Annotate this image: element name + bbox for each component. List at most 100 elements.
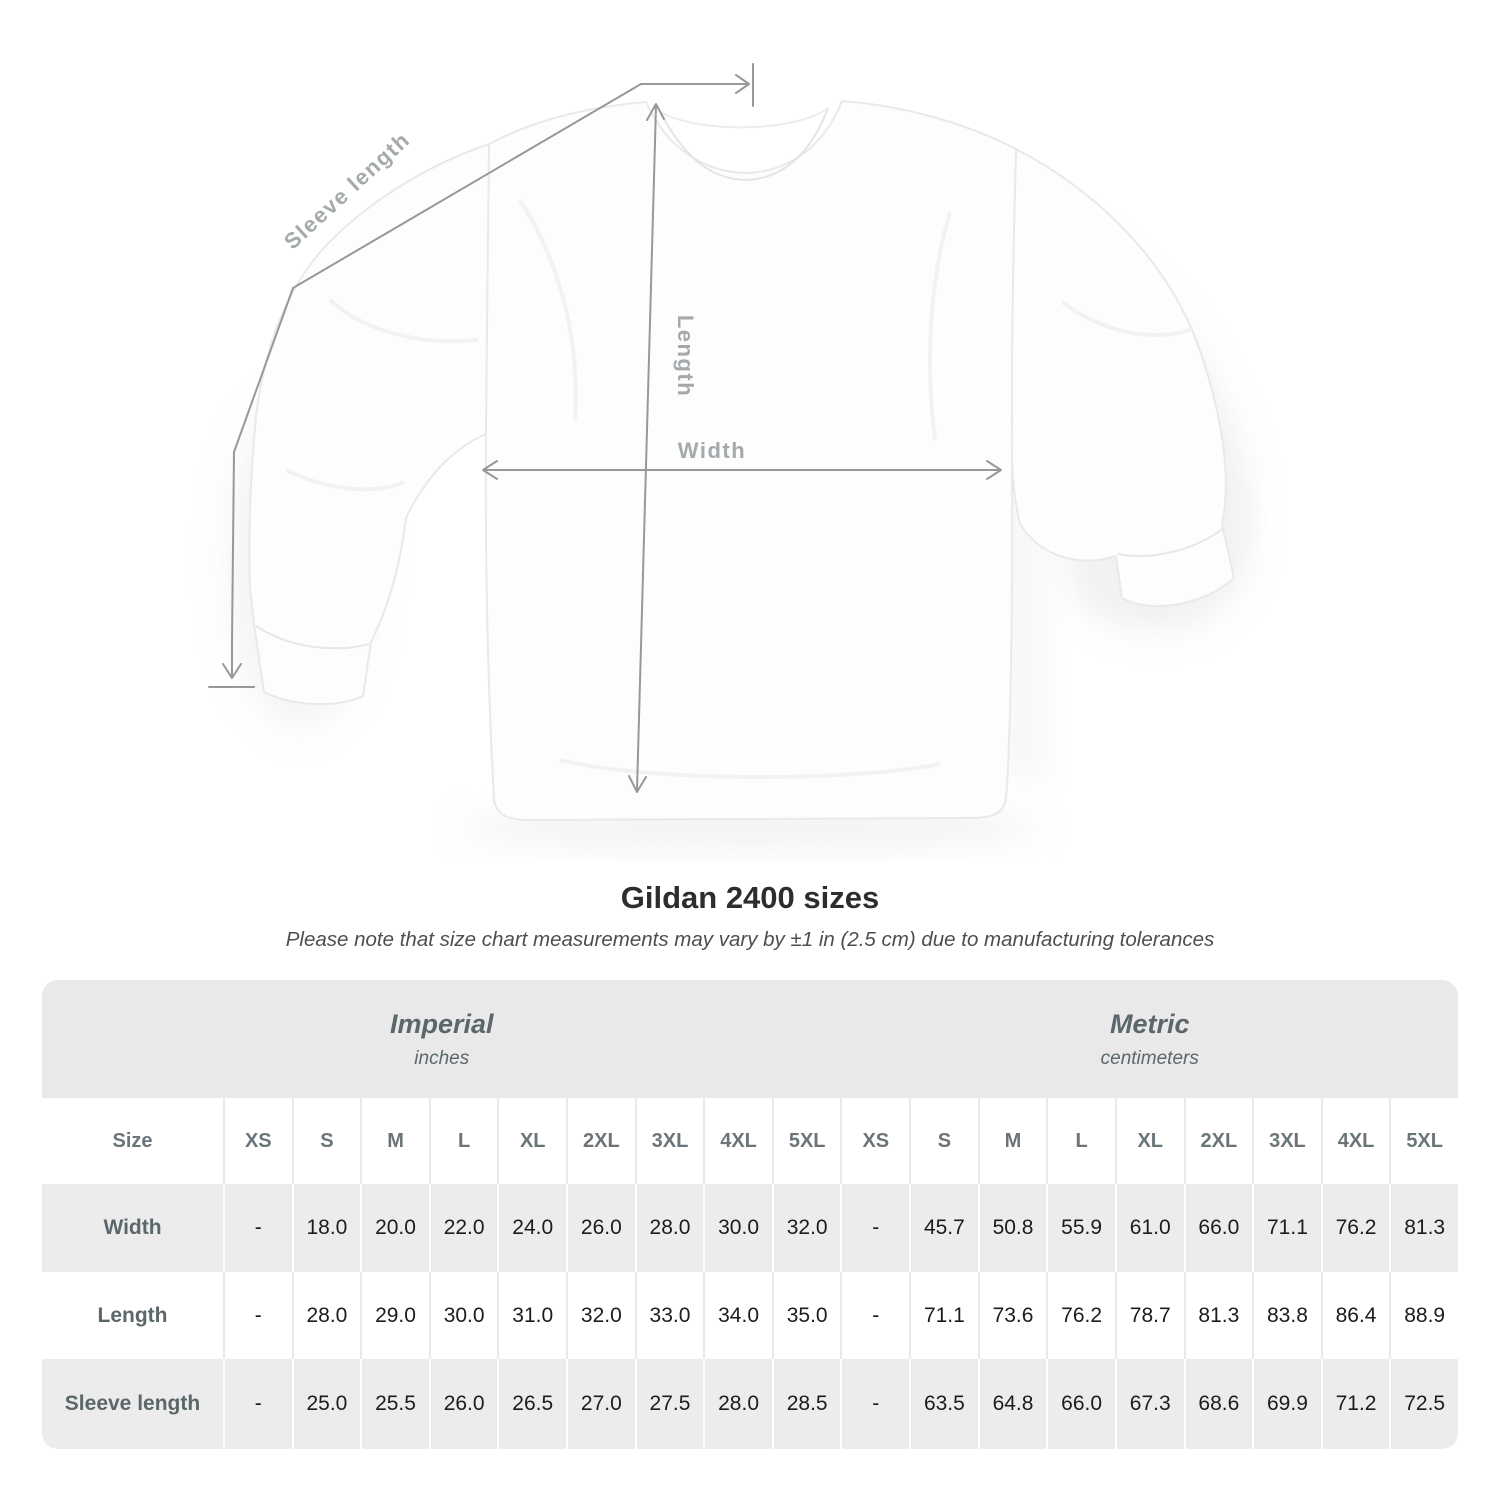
- length-arrow: [628, 103, 665, 793]
- size-col-header: 3XL: [634, 1098, 704, 1184]
- size-col-header: 4XL: [703, 1098, 772, 1184]
- table-cell: 28.5: [771, 1359, 841, 1449]
- table-cell: -: [840, 1184, 909, 1272]
- table-cell: 45.7: [909, 1184, 978, 1272]
- size-col-header: XS: [223, 1098, 292, 1184]
- table-cell: 61.0: [1114, 1184, 1184, 1272]
- table-cell: 25.5: [360, 1359, 429, 1449]
- table-cell: 83.8: [1252, 1272, 1321, 1359]
- imperial-unit: inches: [414, 1047, 470, 1069]
- width-arrow: [482, 460, 1002, 480]
- table-cell: 26.0: [566, 1184, 635, 1272]
- size-col-header: M: [360, 1098, 429, 1184]
- imperial-header: Imperial inches: [42, 980, 842, 1098]
- shirt-right-sleeve: [1010, 148, 1235, 608]
- size-col-header: 5XL: [771, 1098, 841, 1184]
- shirt-measurement-diagram: Sleeve length Length Width: [208, 63, 1253, 848]
- table-cell: 24.0: [497, 1184, 566, 1272]
- table-cell: 68.6: [1183, 1359, 1253, 1449]
- size-header-label: Size: [112, 1129, 153, 1152]
- measurement-arrows: [208, 63, 1002, 793]
- table-cell: 64.8: [977, 1359, 1047, 1449]
- size-header-row: Size XS S M L XL 2XL 3XL 4XL 5XL XS S M …: [42, 1098, 1458, 1184]
- size-col-header: XL: [497, 1098, 566, 1184]
- shirt-illustration: Sleeve length Length Width: [208, 63, 1253, 848]
- shirt-right-cuff-seam: [1117, 527, 1225, 557]
- shirt-wrinkles: [285, 198, 1191, 780]
- table-cell: 76.2: [1046, 1272, 1115, 1359]
- table-cell: 71.1: [1252, 1184, 1321, 1272]
- table-cell: 63.5: [909, 1359, 978, 1449]
- table-cell: 28.0: [703, 1359, 772, 1449]
- table-cell: -: [840, 1272, 909, 1359]
- table-cell: 76.2: [1320, 1184, 1390, 1272]
- size-col-header: S: [909, 1098, 978, 1184]
- table-cell: 50.8: [977, 1184, 1047, 1272]
- size-col-header: XL: [1114, 1098, 1184, 1184]
- size-col-header: L: [1046, 1098, 1115, 1184]
- table-cell: 31.0: [497, 1272, 566, 1359]
- table-cell: 18.0: [291, 1184, 361, 1272]
- table-cell: 30.0: [428, 1272, 498, 1359]
- table-cell: 28.0: [634, 1184, 704, 1272]
- table-cell: -: [223, 1184, 292, 1272]
- table-cell: 72.5: [1389, 1359, 1458, 1449]
- size-col-header: 2XL: [1183, 1098, 1253, 1184]
- table-cell: 26.0: [428, 1359, 498, 1449]
- row-label: Sleeve length: [64, 1392, 201, 1415]
- table-cell: 34.0: [703, 1272, 772, 1359]
- shirt-body-group: [248, 100, 1235, 821]
- shirt-collar: [659, 107, 829, 181]
- page-subtitle: Please note that size chart measurements…: [285, 928, 1215, 951]
- table-cell: -: [223, 1272, 292, 1359]
- table-cell: 71.2: [1320, 1359, 1390, 1449]
- table-cell: 25.0: [291, 1359, 361, 1449]
- table-cell: 32.0: [566, 1272, 635, 1359]
- page-title: Gildan 2400 sizes: [620, 880, 880, 915]
- unit-header-band: Imperial inches Metric centimeters: [42, 980, 1458, 1098]
- table-row-sleeve-length: Sleeve length - 25.0 25.5 26.0 26.5 27.0…: [42, 1359, 1458, 1449]
- size-col-header: 3XL: [1252, 1098, 1321, 1184]
- size-table: Imperial inches Metric centimeters Size …: [42, 980, 1458, 1449]
- metric-unit: centimeters: [1100, 1047, 1199, 1069]
- table-cell: 71.1: [909, 1272, 978, 1359]
- table-cell: 78.7: [1114, 1272, 1184, 1359]
- table-cell: 66.0: [1046, 1359, 1115, 1449]
- table-cell: 66.0: [1183, 1184, 1253, 1272]
- shirt-left-cuff-seam: [255, 625, 370, 650]
- table-cell: 28.0: [291, 1272, 361, 1359]
- table-cell: 30.0: [703, 1184, 772, 1272]
- size-col-header: 2XL: [566, 1098, 635, 1184]
- length-label: Length: [673, 315, 698, 397]
- shirt-left-sleeve: [248, 143, 490, 706]
- table-cell: 81.3: [1389, 1184, 1458, 1272]
- table-cell: 27.5: [634, 1359, 704, 1449]
- table-cell: 33.0: [634, 1272, 704, 1359]
- size-col-header: L: [428, 1098, 498, 1184]
- table-cell: 69.9: [1252, 1359, 1321, 1449]
- shirt-collar-back: [659, 107, 829, 129]
- table-cell: -: [223, 1359, 292, 1449]
- size-col-header: M: [977, 1098, 1047, 1184]
- table-cell: 20.0: [360, 1184, 429, 1272]
- metric-title: Metric: [1109, 1008, 1190, 1039]
- imperial-title: Imperial: [389, 1008, 494, 1039]
- table-cell: 26.5: [497, 1359, 566, 1449]
- width-label: Width: [678, 438, 746, 463]
- metric-header: Metric centimeters: [842, 980, 1459, 1098]
- table-cell: 29.0: [360, 1272, 429, 1359]
- table-cell: 67.3: [1114, 1359, 1184, 1449]
- table-cell: 35.0: [771, 1272, 841, 1359]
- sleeve-length-arrow: [208, 63, 754, 688]
- row-label: Width: [103, 1216, 162, 1239]
- table-cell: 22.0: [428, 1184, 498, 1272]
- shirt-torso: [484, 100, 1017, 821]
- row-label: Length: [97, 1303, 168, 1327]
- table-cell: 55.9: [1046, 1184, 1115, 1272]
- size-col-header: S: [291, 1098, 361, 1184]
- table-cell: 32.0: [771, 1184, 841, 1272]
- size-col-header: 5XL: [1389, 1098, 1458, 1184]
- table-cell: 27.0: [566, 1359, 635, 1449]
- table-cell: 73.6: [977, 1272, 1047, 1359]
